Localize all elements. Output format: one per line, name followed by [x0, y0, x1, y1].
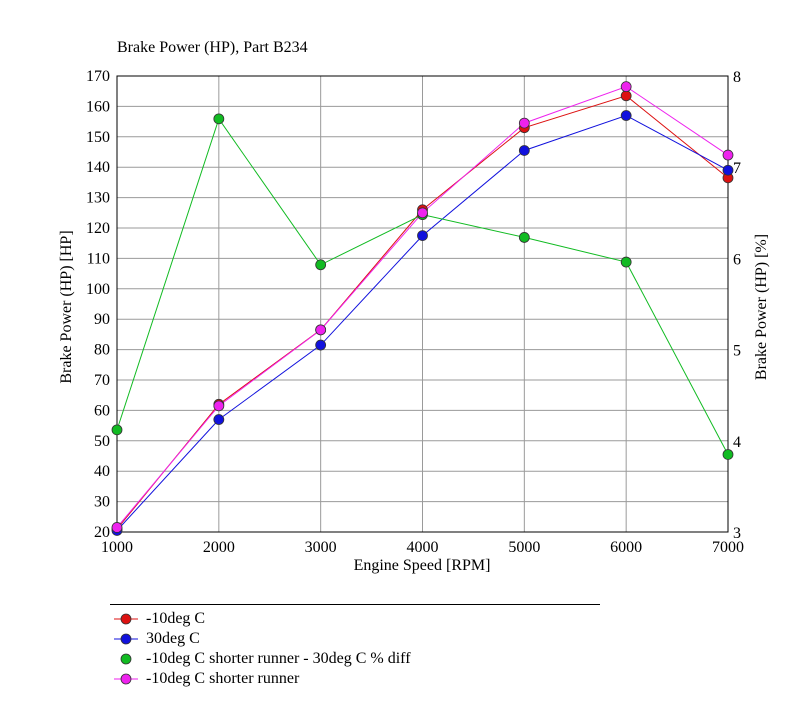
- y-tick-label: 120: [86, 220, 110, 237]
- y-tick-label: 60: [94, 402, 110, 419]
- data-point: [518, 145, 530, 156]
- y-tick-label: 30: [94, 494, 110, 511]
- y-tick-label: 130: [86, 190, 110, 207]
- y-tick-label: 70: [94, 372, 110, 389]
- data-point: [722, 149, 734, 161]
- y-tick-label: 110: [87, 250, 110, 267]
- y-tick-label: 40: [94, 463, 110, 480]
- y-tick-label: 100: [86, 281, 110, 298]
- y2-tick-label: 7: [733, 160, 741, 177]
- x-tick-label: 6000: [610, 539, 642, 556]
- data-point: [213, 414, 225, 425]
- legend-marker-icon: [110, 612, 144, 626]
- chart-title: Brake Power (HP), Part B234: [117, 39, 308, 56]
- y2-tick-label: 8: [733, 69, 741, 86]
- legend-marker-icon: [110, 652, 144, 666]
- series-layer: [111, 81, 734, 536]
- data-point: [722, 449, 734, 460]
- x-axis-label: Engine Speed [RPM]: [354, 557, 491, 574]
- y-tick-label: 90: [94, 311, 110, 328]
- y-tick-label: 140: [86, 159, 110, 176]
- y2-axis-label: Brake Power (HP) [%]: [753, 234, 770, 380]
- legend-item: -10deg C shorter runner - 30deg C % diff: [110, 649, 600, 669]
- data-point: [111, 424, 123, 436]
- data-point: [620, 90, 632, 102]
- brake-power-chart: Brake Power (HP), Part B234 1000 2000 3000…: [58, 39, 770, 574]
- data-point: [518, 232, 530, 243]
- x-tick-label: 4000: [407, 539, 439, 556]
- grid: [117, 76, 728, 532]
- y2-tick-label: 4: [733, 434, 741, 451]
- legend-label: -10deg C: [146, 610, 206, 627]
- data-point: [620, 81, 632, 93]
- plot-frame: [116, 75, 729, 533]
- axes: 1000 2000 3000 4000 5000 6000 7000 20 30 40 50 60 70…: [86, 68, 744, 556]
- data-point: [417, 207, 428, 219]
- legend-label: -10deg C shorter runner: [146, 670, 300, 687]
- x-tick-label: 7000: [712, 539, 744, 556]
- data-point: [722, 164, 734, 176]
- y-axis-label: Brake Power (HP) [HP]: [58, 230, 75, 383]
- legend-label: -10deg C shorter runner - 30deg C % diff: [146, 650, 411, 667]
- legend-item: 30deg C: [110, 629, 600, 649]
- y-tick-label: 50: [94, 433, 110, 450]
- data-point: [315, 259, 327, 271]
- legend-label: 30deg C: [146, 630, 200, 647]
- legend-marker-icon: [110, 632, 144, 646]
- data-point: [518, 117, 530, 129]
- legend: -10deg C 30deg C -10deg C shorter runner -…: [110, 604, 600, 689]
- x-tick-label: 5000: [508, 539, 540, 556]
- legend-item: -10deg C: [110, 609, 600, 629]
- y-tick-label: 170: [86, 68, 110, 85]
- data-point: [417, 230, 428, 242]
- data-point: [111, 522, 123, 533]
- x-tick-label: 3000: [305, 539, 337, 556]
- y2-tick-label: 5: [733, 343, 741, 360]
- data-point: [213, 400, 225, 412]
- data-point: [620, 256, 632, 268]
- y-tick-label: 80: [94, 342, 110, 359]
- legend-marker-icon: [110, 672, 144, 686]
- y2-tick-label: 3: [733, 525, 741, 542]
- legend-item: -10deg C shorter runner: [110, 669, 600, 689]
- y2-tick-label: 6: [733, 251, 741, 268]
- x-tick-label: 2000: [203, 539, 235, 556]
- x-tick-label: 1000: [101, 539, 133, 556]
- y-tick-label: 150: [86, 129, 110, 146]
- data-point: [620, 110, 632, 121]
- data-point: [213, 113, 225, 125]
- data-point: [315, 339, 327, 351]
- legend-divider: [110, 604, 600, 605]
- data-point: [315, 324, 327, 336]
- legend-items: -10deg C 30deg C -10deg C shorter runner -…: [110, 609, 600, 689]
- y-tick-label: 160: [86, 98, 110, 115]
- y-tick-label: 20: [94, 524, 110, 541]
